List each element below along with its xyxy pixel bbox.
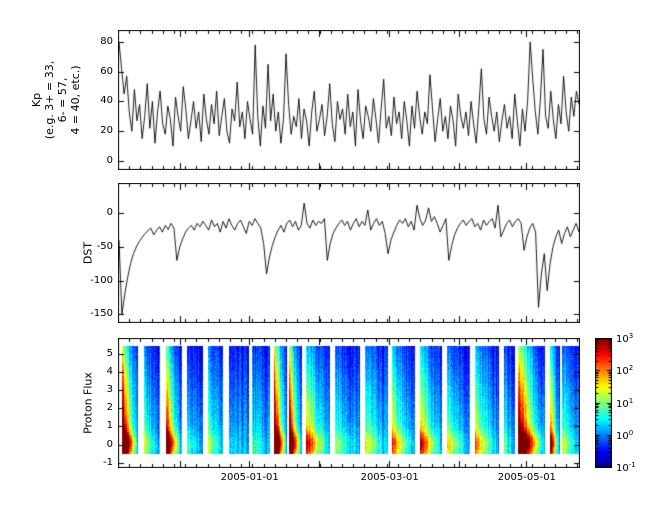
y-tick-label-dst: -50: [96, 240, 113, 252]
y-tick-label-flux: 2: [106, 402, 113, 414]
proton-flux-axis-label: Proton Flux: [81, 372, 95, 434]
y-tick-label-flux: 3: [106, 384, 113, 396]
y-tick-label-kp: 0: [106, 155, 113, 167]
y-tick-label-flux: 5: [106, 348, 113, 360]
y-tick-label-dst: -150: [90, 308, 113, 320]
x-tick-label: 2005-05-01: [497, 472, 556, 483]
colorbar-canvas: [595, 338, 612, 468]
colorbar-tick-label: 102: [616, 363, 634, 378]
proton-flux-heatmap-canvas: [118, 338, 580, 468]
y-tick-label-kp: 80: [100, 35, 113, 47]
dst-axis-label: DST: [81, 241, 95, 265]
y-tick-label-kp: 60: [100, 65, 113, 77]
kp-axis-label: Kp (e.g. 3+ = 33, 6- = 57, 4 = 40, etc.): [30, 60, 82, 140]
x-tick-label: 2005-01-01: [220, 472, 279, 483]
kp-plot-canvas: [118, 30, 580, 170]
colorbar-tick-label: 101: [616, 396, 634, 411]
x-tick-label: 2005-03-01: [360, 472, 419, 483]
y-tick-label-flux: 1: [106, 420, 113, 432]
y-tick-label-dst: 0: [106, 207, 113, 219]
y-tick-label-kp: 40: [100, 95, 113, 107]
colorbar-tick-label: 100: [616, 428, 634, 443]
y-tick-label-dst: -100: [90, 274, 113, 286]
colorbar-tick-label: 10-1: [616, 460, 636, 475]
y-tick-label-flux: 0: [106, 438, 113, 450]
y-tick-label-kp: 20: [100, 125, 113, 137]
y-tick-label-flux: -1: [103, 456, 113, 468]
dst-plot-canvas: [118, 183, 580, 323]
colorbar-tick-label: 103: [616, 331, 634, 346]
y-tick-label-flux: 4: [106, 366, 113, 378]
